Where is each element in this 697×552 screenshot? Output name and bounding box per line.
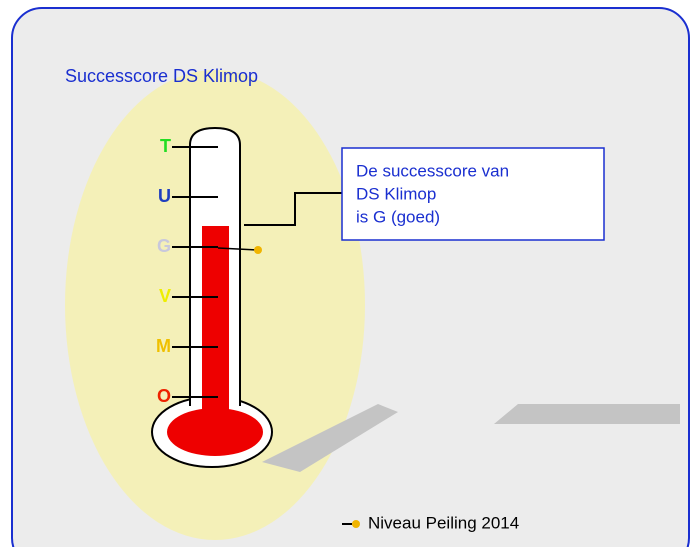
- mercury-bulb: [167, 408, 263, 456]
- connector: [244, 192, 342, 226]
- callout-text: is G (goed): [356, 207, 440, 226]
- callout-box: [341, 147, 605, 241]
- mercury: [202, 226, 229, 416]
- callout-text: DS Klimop: [356, 184, 436, 203]
- callout-text: De successcore van: [356, 161, 509, 180]
- title: Successcore DS Klimop: [65, 66, 258, 86]
- level-label: U: [158, 186, 171, 206]
- level-label: G: [157, 236, 171, 256]
- level-label: O: [157, 386, 171, 406]
- level-label: T: [160, 136, 171, 156]
- legend-dot: [352, 520, 360, 528]
- legend-text: Niveau Peiling 2014: [368, 513, 519, 532]
- shadow: [262, 404, 398, 472]
- level-label: M: [156, 336, 171, 356]
- level-label: V: [159, 286, 171, 306]
- shadow: [494, 404, 680, 424]
- level-pointer: [217, 247, 259, 251]
- level-dot: [254, 246, 262, 254]
